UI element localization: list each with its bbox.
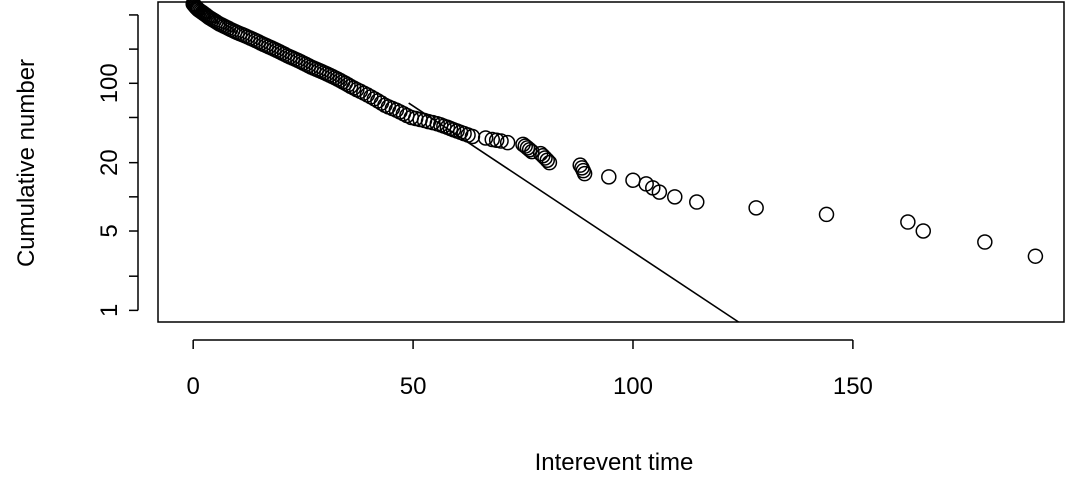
data-points [185,0,1044,264]
y-axis: 1 5 20 100 [96,14,139,317]
data-point [915,223,932,239]
data-point [651,184,668,200]
y-tick-label: 100 [96,63,123,103]
y-tick-label: 20 [96,149,123,176]
data-point [524,143,540,160]
x-tick-label: 100 [613,373,653,400]
y-axis-title: Cumulative number [13,59,40,267]
data-point [499,134,516,151]
data-point [477,130,494,146]
data-point [519,140,536,156]
y-tick-label: 1 [96,304,123,317]
data-point [689,194,705,210]
data-point [601,169,617,185]
data-point [900,214,916,230]
data-point [1027,248,1044,264]
data-point [977,234,993,250]
data-point [667,189,683,205]
y-tick-label: 5 [96,224,123,237]
data-point [748,200,764,216]
x-axis: 0 50 100 150 [187,339,873,400]
data-point [493,133,509,149]
data-point [539,152,555,169]
data-point [818,206,835,223]
data-point [625,172,641,188]
data-point [576,165,593,182]
x-tick-label: 150 [833,373,873,400]
data-point [541,154,558,171]
x-tick-label: 0 [187,373,200,400]
x-tick-label: 50 [400,373,427,400]
plot-frame [157,1,1065,323]
data-point [537,150,553,166]
data-point [521,141,538,158]
x-axis-title: Interevent time [535,449,694,476]
